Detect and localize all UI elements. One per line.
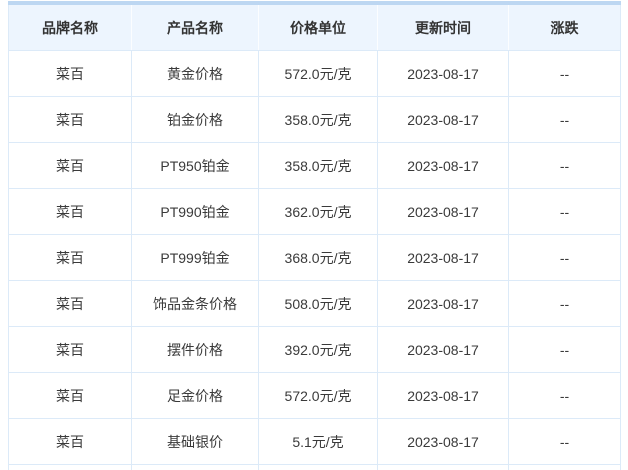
cell-brand: 菜百 xyxy=(8,188,132,235)
table-row: 菜百 足金价格 572.0元/克 2023-08-17 -- xyxy=(8,372,621,419)
gold-price-table: 品牌名称 产品名称 价格单位 更新时间 涨跌 菜百 黄金价格 572.0元/克 202… xyxy=(8,1,621,470)
price-table-body: 菜百 黄金价格 572.0元/克 2023-08-17 -- 菜百 铂金价格 358.0元/克… xyxy=(8,50,621,470)
cell-brand: 菜百 xyxy=(8,234,132,281)
cell-empty xyxy=(508,464,621,470)
column-header-price: 价格单位 xyxy=(258,3,378,51)
column-header-updated: 更新时间 xyxy=(377,3,509,51)
cell-updated: 2023-08-17 xyxy=(377,326,509,373)
cell-price: 5.1元/克 xyxy=(258,418,378,465)
cell-updated: 2023-08-17 xyxy=(377,280,509,327)
table-header: 品牌名称 产品名称 价格单位 更新时间 涨跌 xyxy=(8,3,621,51)
cell-price: 358.0元/克 xyxy=(258,96,378,143)
cell-price: 368.0元/克 xyxy=(258,234,378,281)
cell-product: 基础银价 xyxy=(131,418,259,465)
cell-updated: 2023-08-17 xyxy=(377,372,509,419)
table-row: 菜百 铂金价格 358.0元/克 2023-08-17 -- xyxy=(8,96,621,143)
cell-change: -- xyxy=(508,96,621,143)
cell-updated: 2023-08-17 xyxy=(377,50,509,97)
cell-updated: 2023-08-17 xyxy=(377,234,509,281)
cell-price: 572.0元/克 xyxy=(258,50,378,97)
cell-product: 黄金价格 xyxy=(131,50,259,97)
cell-change: -- xyxy=(508,142,621,189)
cell-product: PT990铂金 xyxy=(131,188,259,235)
cell-product: 摆件价格 xyxy=(131,326,259,373)
cell-change: -- xyxy=(508,50,621,97)
cell-updated: 2023-08-17 xyxy=(377,188,509,235)
cell-updated: 2023-08-17 xyxy=(377,418,509,465)
table-row: 菜百 基础银价 5.1元/克 2023-08-17 -- xyxy=(8,418,621,465)
cell-product: PT950铂金 xyxy=(131,142,259,189)
cell-price: 358.0元/克 xyxy=(258,142,378,189)
cell-empty xyxy=(377,464,509,470)
cell-change: -- xyxy=(508,188,621,235)
cell-brand: 菜百 xyxy=(8,326,132,373)
cell-change: -- xyxy=(508,280,621,327)
cell-brand: 菜百 xyxy=(8,418,132,465)
cell-brand: 菜百 xyxy=(8,280,132,327)
cell-brand: 菜百 xyxy=(8,96,132,143)
cell-product: 足金价格 xyxy=(131,372,259,419)
cell-product: 铂金价格 xyxy=(131,96,259,143)
table-row-partial xyxy=(8,464,621,470)
table-row: 菜百 PT999铂金 368.0元/克 2023-08-17 -- xyxy=(8,234,621,281)
cell-change: -- xyxy=(508,234,621,281)
header-row: 品牌名称 产品名称 价格单位 更新时间 涨跌 xyxy=(8,3,621,51)
cell-price: 572.0元/克 xyxy=(258,372,378,419)
cell-change: -- xyxy=(508,418,621,465)
table-row: 菜百 摆件价格 392.0元/克 2023-08-17 -- xyxy=(8,326,621,373)
cell-updated: 2023-08-17 xyxy=(377,142,509,189)
cell-empty xyxy=(8,464,132,470)
cell-brand: 菜百 xyxy=(8,372,132,419)
cell-empty xyxy=(258,464,378,470)
table-row: 菜百 PT950铂金 358.0元/克 2023-08-17 -- xyxy=(8,142,621,189)
table-row: 菜百 PT990铂金 362.0元/克 2023-08-17 -- xyxy=(8,188,621,235)
cell-change: -- xyxy=(508,326,621,373)
cell-brand: 菜百 xyxy=(8,142,132,189)
column-header-change: 涨跌 xyxy=(508,3,621,51)
column-header-product: 产品名称 xyxy=(131,3,259,51)
cell-product: PT999铂金 xyxy=(131,234,259,281)
column-header-brand: 品牌名称 xyxy=(8,3,132,51)
cell-updated: 2023-08-17 xyxy=(377,96,509,143)
cell-price: 508.0元/克 xyxy=(258,280,378,327)
cell-product: 饰品金条价格 xyxy=(131,280,259,327)
cell-brand: 菜百 xyxy=(8,50,132,97)
cell-price: 362.0元/克 xyxy=(258,188,378,235)
table-row: 菜百 饰品金条价格 508.0元/克 2023-08-17 -- xyxy=(8,280,621,327)
cell-change: -- xyxy=(508,372,621,419)
cell-empty xyxy=(131,464,259,470)
cell-price: 392.0元/克 xyxy=(258,326,378,373)
table-row: 菜百 黄金价格 572.0元/克 2023-08-17 -- xyxy=(8,50,621,97)
